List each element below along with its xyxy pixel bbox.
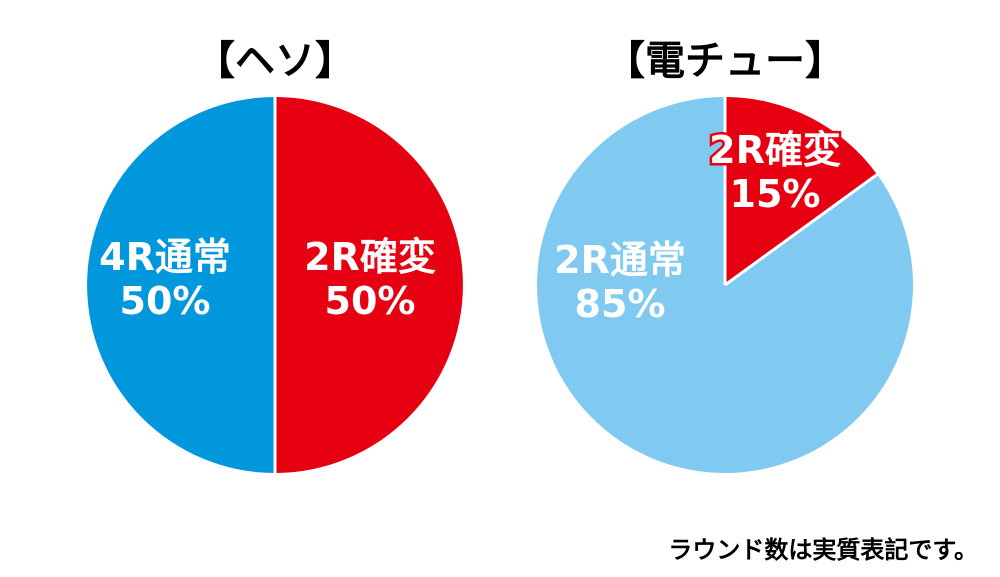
chart-title-denchu: 【電チュー】 [605,38,845,84]
slice-label-name: 2R通常 [554,238,686,282]
pie-slice [537,97,913,474]
pie-chart-heso: 2R確変 50%4R通常 50% [87,97,463,473]
slice-divider [724,173,878,287]
slice-label-percent: 50% [325,279,416,323]
slice-label: 2R通常 85% [554,238,686,326]
slice-label-name: 4R通常 [99,235,231,279]
slice-label-percent: 85% [575,282,666,326]
pie-slice [87,97,275,473]
slice-label: 4R通常 50% [99,235,231,323]
chart-title-heso: 【ヘソ】 [195,38,355,84]
slice-label: 2R確変 50% [304,235,436,323]
slice-label-percent: 15% [730,172,821,216]
slice-label-name: 2R確変 [709,128,841,172]
pie-slice [275,97,463,473]
slice-label: 2R確変 15% [709,128,841,216]
slice-label-name: 2R確変 [304,235,436,279]
slice-label-percent: 50% [120,279,211,323]
footnote: ラウンド数は実質表記です。 [668,536,978,564]
pie-slice [725,97,878,285]
pie-chart-denchu: 2R確変 15% 2R通常 85% [537,97,913,474]
